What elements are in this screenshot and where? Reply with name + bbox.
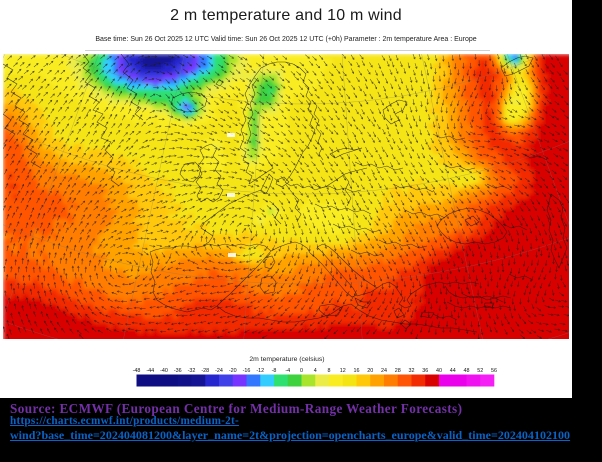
svg-text:24: 24 (381, 368, 387, 374)
svg-text:56: 56 (491, 368, 497, 374)
svg-text:-40: -40 (160, 368, 168, 374)
svg-text:36: 36 (422, 368, 428, 374)
svg-text:4: 4 (314, 368, 317, 374)
svg-text:32: 32 (409, 368, 415, 374)
svg-text:44: 44 (450, 368, 456, 374)
svg-text:40: 40 (436, 368, 442, 374)
svg-text:-48: -48 (133, 368, 141, 374)
svg-text:28: 28 (395, 368, 401, 374)
svg-text:-4: -4 (285, 368, 290, 374)
svg-text:-24: -24 (215, 368, 223, 374)
svg-text:20: 20 (367, 368, 373, 374)
svg-text:8: 8 (328, 368, 331, 374)
svg-text:0: 0 (300, 368, 303, 374)
svg-text:-12: -12 (256, 368, 264, 374)
svg-text:48: 48 (464, 368, 470, 374)
svg-text:52: 52 (477, 368, 483, 374)
svg-text:-36: -36 (174, 368, 182, 374)
svg-text:16: 16 (354, 368, 360, 374)
svg-text:-28: -28 (201, 368, 209, 374)
svg-text:-20: -20 (229, 368, 237, 374)
svg-text:-44: -44 (146, 368, 154, 374)
svg-text:-16: -16 (243, 368, 251, 374)
svg-text:12: 12 (340, 368, 346, 374)
svg-text:-32: -32 (188, 368, 196, 374)
svg-text:-8: -8 (272, 368, 277, 374)
